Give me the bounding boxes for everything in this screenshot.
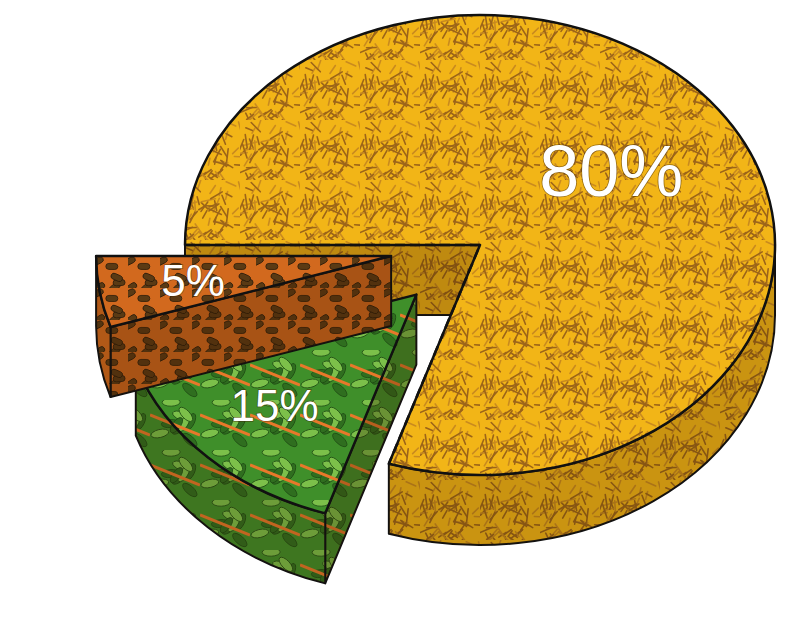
data-label: 15%	[230, 381, 318, 430]
slice-top	[96, 256, 391, 327]
slice	[96, 256, 391, 397]
data-label: 80%	[539, 131, 683, 211]
slices	[96, 15, 775, 583]
chart: 80% 15% 5%	[0, 0, 794, 640]
slice-top	[185, 15, 775, 475]
data-labels: 80% 15% 5%	[161, 131, 683, 430]
data-label: 5%	[161, 256, 225, 305]
